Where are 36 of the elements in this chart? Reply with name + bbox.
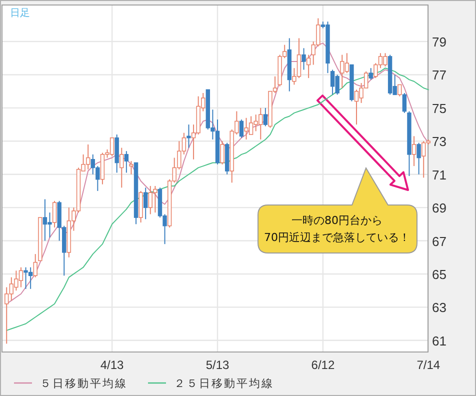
line-series xyxy=(6,68,429,331)
x-tick-label: 4/13 xyxy=(100,358,124,372)
y-tick-label: 63 xyxy=(432,300,446,316)
candlestick xyxy=(124,150,129,174)
candlestick xyxy=(239,119,244,138)
legend-label: ２５日移動平均線 xyxy=(174,377,274,390)
candlestick xyxy=(302,48,306,70)
candlestick xyxy=(220,140,224,165)
y-tick-label: 61 xyxy=(432,333,446,348)
y-tick-label: 67 xyxy=(432,234,446,249)
annotation: 一時の80円台から 70円近辺まで急落している！ xyxy=(264,214,410,244)
chart-title: 日足 xyxy=(10,8,30,19)
y-tick-label: 65 xyxy=(432,266,446,282)
candlestick xyxy=(398,84,402,97)
candlestick xyxy=(129,160,134,175)
candlestick xyxy=(368,68,373,80)
y-tick-label: 71 xyxy=(432,167,446,182)
candlestick xyxy=(412,136,416,167)
candlestick xyxy=(120,147,124,188)
candlestick xyxy=(33,254,38,278)
x-tick-label: 7/14 xyxy=(416,358,440,372)
y-tick-label: 69 xyxy=(432,200,446,216)
candlestick xyxy=(402,92,407,114)
x-tick-label: 6/12 xyxy=(311,358,335,372)
candlestick xyxy=(416,142,421,175)
candlestick xyxy=(186,124,191,148)
y-tick-label: 73 xyxy=(432,134,446,150)
candlestick xyxy=(144,187,148,220)
y-tick-label: 75 xyxy=(432,100,446,116)
candlestick xyxy=(52,200,57,228)
y-tick-label: 77 xyxy=(432,68,446,83)
legend-label: ５日移動平均線 xyxy=(40,377,128,390)
candlestick xyxy=(306,54,311,79)
y-tick-label: 79 xyxy=(432,34,446,50)
candlestick xyxy=(263,107,268,127)
x-tick-label: 5/13 xyxy=(206,358,230,372)
